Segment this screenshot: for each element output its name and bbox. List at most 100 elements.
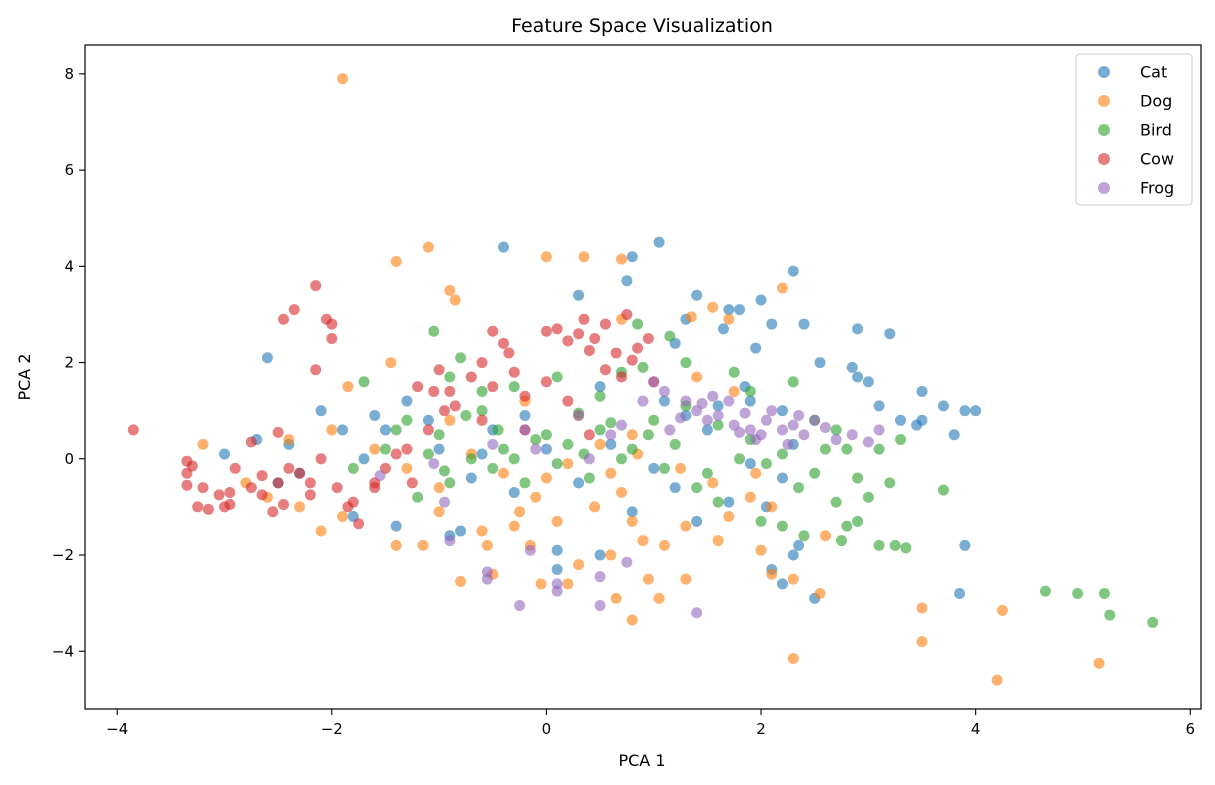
data-point — [841, 520, 853, 532]
data-point — [256, 489, 268, 501]
data-point — [390, 424, 402, 436]
data-point — [723, 304, 735, 316]
y-tick-label: 6 — [64, 161, 74, 179]
data-point — [578, 251, 590, 263]
data-point — [626, 251, 638, 263]
data-point — [723, 395, 735, 407]
data-point — [310, 364, 322, 376]
data-point — [750, 467, 762, 479]
data-point — [819, 530, 831, 542]
data-point — [616, 419, 628, 431]
data-point — [476, 357, 488, 369]
points-layer — [127, 73, 1159, 686]
data-point — [766, 568, 778, 580]
data-point — [755, 294, 767, 306]
data-point — [889, 539, 901, 551]
data-point — [514, 600, 526, 612]
data-point — [326, 333, 338, 345]
data-point — [723, 496, 735, 508]
data-point — [691, 289, 703, 301]
data-point — [852, 472, 864, 484]
y-axis: −4 −2 0 2 4 6 8 — [52, 65, 85, 660]
data-point — [707, 477, 719, 489]
data-point — [626, 443, 638, 455]
data-point — [326, 318, 338, 330]
data-point — [465, 371, 477, 383]
data-point — [498, 241, 509, 253]
data-point — [310, 280, 322, 292]
data-point — [583, 345, 595, 357]
data-point — [288, 304, 300, 316]
data-point — [675, 462, 687, 474]
data-point — [862, 376, 874, 388]
data-point — [337, 511, 349, 523]
data-point — [498, 467, 509, 479]
data-point — [707, 390, 719, 402]
data-point — [406, 477, 418, 489]
data-point — [428, 385, 440, 397]
data-point — [734, 453, 746, 465]
data-point — [337, 424, 349, 436]
data-point — [487, 438, 499, 450]
data-point — [648, 414, 660, 426]
data-point — [583, 429, 595, 441]
data-point — [766, 318, 778, 330]
data-point — [755, 515, 767, 527]
data-point — [401, 395, 413, 407]
data-point — [605, 417, 617, 429]
data-point — [782, 438, 794, 450]
data-point — [294, 467, 306, 479]
legend-marker — [1098, 182, 1110, 194]
data-point — [294, 501, 306, 513]
data-point — [664, 424, 676, 436]
data-point — [508, 453, 520, 465]
data-point — [449, 400, 461, 412]
x-tick-label: 0 — [542, 720, 552, 738]
data-point — [701, 467, 713, 479]
data-point — [996, 604, 1008, 616]
data-point — [519, 477, 531, 489]
data-point — [599, 364, 611, 376]
data-point — [777, 578, 788, 590]
data-point — [664, 330, 676, 342]
legend-item-cat: Cat — [1098, 63, 1167, 82]
data-point — [809, 467, 821, 479]
data-point — [578, 313, 590, 325]
data-point — [1072, 588, 1084, 600]
data-point — [224, 499, 236, 511]
data-point — [787, 652, 799, 664]
data-point — [562, 458, 574, 470]
data-point — [594, 549, 606, 561]
data-point — [272, 426, 284, 438]
data-point — [691, 607, 703, 619]
legend-item-frog: Frog — [1098, 179, 1174, 198]
y-tick-label: 4 — [64, 257, 74, 275]
data-point — [701, 424, 713, 436]
data-point — [616, 486, 628, 498]
data-point — [900, 542, 912, 554]
data-point — [540, 325, 552, 337]
data-point — [696, 397, 708, 409]
data-point — [852, 515, 864, 527]
data-point — [991, 674, 1003, 686]
data-point — [433, 506, 445, 518]
data-point — [680, 395, 692, 407]
data-point — [476, 405, 488, 417]
data-point — [481, 539, 493, 551]
data-point — [256, 470, 268, 482]
data-point — [632, 342, 644, 354]
data-point — [594, 600, 606, 612]
data-point — [412, 381, 424, 393]
legend-label: Cat — [1140, 63, 1167, 82]
data-point — [723, 313, 735, 325]
data-point — [229, 462, 241, 474]
data-point — [916, 385, 928, 397]
data-point — [599, 318, 611, 330]
data-point — [707, 301, 719, 313]
data-point — [862, 436, 874, 448]
legend-marker — [1098, 66, 1110, 78]
x-axis-label: PCA 1 — [618, 751, 665, 770]
data-point — [540, 429, 552, 441]
data-point — [669, 482, 681, 494]
data-point — [573, 289, 585, 301]
